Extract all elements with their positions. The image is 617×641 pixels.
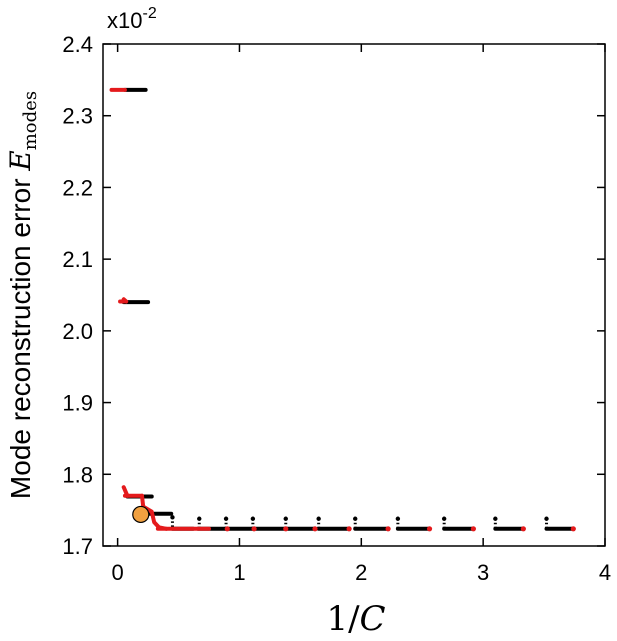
series-point: [283, 516, 288, 521]
plot-frame: [102, 43, 606, 547]
series-point: [316, 516, 321, 521]
y-tick-label: 1.9: [62, 391, 93, 416]
y-tick-label: 2.2: [62, 175, 93, 200]
series-point: [426, 526, 433, 532]
data-marks: [109, 87, 576, 532]
series-point: [520, 526, 526, 532]
y-tick-label: 2.4: [62, 32, 93, 57]
series-point: [283, 526, 289, 532]
multiplier-label: x10-2: [107, 5, 157, 33]
series-point: [224, 526, 230, 532]
red-curve: [121, 297, 129, 304]
red-curve: [140, 493, 169, 531]
series-point: [170, 515, 175, 520]
x-tick-label: 0: [111, 560, 123, 585]
y-tick-label: 1.7: [62, 534, 93, 559]
highlight-point: [132, 505, 150, 524]
y-tick-label: 2.1: [62, 247, 93, 272]
series-point: [570, 526, 576, 532]
x-tick-label: 3: [477, 560, 489, 585]
series-point: [251, 526, 257, 532]
series-point: [470, 526, 477, 532]
series-point: [197, 516, 202, 521]
red-curve: [121, 485, 130, 498]
y-axis-label: Mode reconstruction error Emodes: [4, 91, 41, 499]
series-point: [544, 516, 549, 521]
x-tick-label: 4: [599, 560, 611, 585]
y-tick-label: 1.8: [62, 462, 93, 487]
y-tick-label: 2.0: [62, 319, 93, 344]
series-point: [312, 526, 318, 532]
series-point: [395, 516, 401, 521]
x-tick-label: 2: [355, 560, 367, 585]
series-point: [346, 526, 352, 532]
series-point: [353, 516, 358, 521]
axes: 0 1 2 3 4 1.7 1.8 1.9 2.0 2.1 2.2 2.3 2.4: [62, 32, 611, 585]
series-point: [250, 516, 256, 521]
y-tick-label: 2.3: [62, 104, 93, 129]
series-point: [223, 516, 229, 521]
series-point: [441, 516, 447, 521]
x-axis-label: 1/C: [326, 599, 385, 639]
series-point: [493, 516, 498, 521]
series-point: [385, 526, 391, 532]
x-tick-label: 1: [233, 560, 245, 585]
